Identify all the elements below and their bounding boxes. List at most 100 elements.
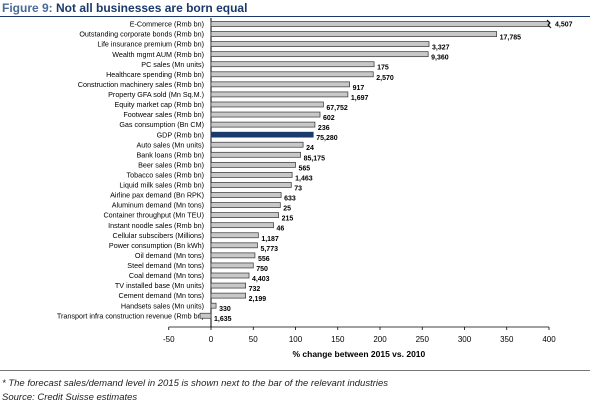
data-label: 24 — [306, 145, 314, 152]
bar — [210, 222, 274, 229]
data-label: 1,697 — [351, 95, 369, 102]
data-label: 9,360 — [431, 55, 449, 62]
bar — [210, 61, 375, 68]
data-label: 602 — [323, 115, 335, 122]
x-tick-label: 100 — [289, 335, 303, 344]
x-axis-label: % change between 2015 vs. 2010 — [292, 349, 425, 359]
data-label: 2,570 — [376, 75, 394, 82]
bar — [210, 282, 246, 289]
footer-rule — [0, 370, 590, 371]
bar-highlight — [210, 131, 314, 138]
category-label: Beer sales (Rmb bn) — [138, 160, 204, 169]
x-tick-label: 150 — [331, 335, 345, 344]
x-tick-label: 300 — [458, 335, 472, 344]
category-label: Instant noodle sales (Rmb bn) — [108, 221, 204, 230]
x-tick-label: 50 — [249, 335, 258, 344]
category-label: Liquid milk sales (Rmb bn) — [119, 181, 204, 190]
data-label: 917 — [353, 85, 365, 92]
category-label: Coal demand (Mn tons) — [129, 271, 204, 280]
footnote: * The forecast sales/demand level in 201… — [2, 378, 389, 389]
data-label: 236 — [318, 125, 330, 132]
data-label: 1,635 — [214, 316, 232, 323]
category-label: Transport infra construction revenue (Rm… — [57, 311, 204, 320]
category-label: Outstanding corporate bonds (Rmb bn) — [79, 30, 204, 39]
bar — [210, 252, 256, 259]
category-label: Construction machinery sales (Rmb bn) — [78, 80, 204, 89]
category-label: Equity market cap (Rmb bn) — [115, 100, 204, 109]
data-label: 633 — [284, 196, 296, 203]
x-tick-label: 350 — [500, 335, 514, 344]
data-label: 3,327 — [432, 45, 450, 52]
category-label: Cement demand (Mn tons) — [119, 291, 205, 300]
data-label: 5,773 — [260, 246, 278, 253]
axis-break-mark — [546, 19, 552, 29]
category-label: Healthcare spending (Rmb bn) — [106, 70, 204, 79]
bar — [210, 272, 250, 279]
data-label: 215 — [282, 216, 294, 223]
category-label: Container throughput (Mn TEU) — [103, 211, 204, 220]
category-label: Tobacco sales (Rmb bn) — [127, 171, 205, 180]
data-label: 73 — [294, 185, 302, 192]
bar — [210, 302, 217, 309]
bar — [210, 172, 293, 178]
x-tick-label: 250 — [416, 335, 430, 344]
data-label: 67,752 — [326, 105, 348, 112]
data-label: 25 — [283, 206, 291, 213]
data-label: 565 — [299, 165, 311, 172]
bar — [210, 31, 497, 37]
x-tick-label: 0 — [209, 335, 214, 344]
data-label: 4,507 — [555, 22, 573, 29]
bar — [199, 312, 212, 319]
bar — [210, 212, 279, 218]
category-label: Life insurance premium (Rmb bn) — [97, 40, 204, 49]
data-label: 1,463 — [295, 175, 313, 182]
category-label: Power consumption (Bn kWh) — [109, 241, 204, 250]
category-label: Auto sales (Mn units) — [136, 140, 204, 149]
bar — [210, 161, 296, 168]
data-label: 85,175 — [304, 155, 326, 162]
data-label: 75,280 — [316, 135, 338, 142]
data-label: 17,785 — [500, 35, 522, 42]
category-label: Wealth mgmt AUM (Rmb bn) — [112, 50, 204, 59]
bar — [210, 41, 430, 47]
data-label: 4,403 — [252, 276, 270, 283]
x-tick-label: -50 — [163, 335, 175, 344]
bar — [210, 121, 316, 128]
bar — [210, 111, 321, 118]
bar — [210, 182, 292, 188]
bar — [210, 262, 254, 269]
header-rule — [0, 16, 590, 17]
category-label: GDP (Rmb bn) — [157, 130, 204, 139]
bar — [210, 71, 374, 78]
data-label: 732 — [249, 286, 261, 293]
source-note: Source: Credit Suisse estimates — [2, 392, 138, 403]
category-label: Handsets sales (Mn units) — [121, 301, 204, 310]
bar — [210, 242, 258, 249]
category-label: Bank loans (Rmb bn) — [136, 150, 204, 159]
category-label: Oil demand (Mn tons) — [135, 251, 204, 260]
bar — [210, 51, 429, 58]
x-tick-label: 400 — [542, 335, 556, 344]
data-label: 330 — [219, 306, 231, 313]
data-label: 750 — [256, 266, 268, 273]
category-label: E-Commerce (Rmb bn) — [130, 20, 204, 29]
figure-title: Figure 9: Not all businesses are born eq… — [2, 1, 247, 15]
figure-header: Figure 9: Not all businesses are born eq… — [0, 0, 590, 18]
bar — [210, 292, 246, 299]
data-label: 556 — [258, 256, 270, 263]
category-label: Cellular subscibers (Millions) — [113, 231, 204, 240]
figure-title-text: Not all businesses are born equal — [56, 1, 248, 15]
bar — [210, 91, 349, 98]
category-label: Footwear sales (Rmb bn) — [123, 110, 204, 119]
bar — [210, 202, 281, 208]
data-label: 1,187 — [261, 236, 279, 243]
data-label: 46 — [277, 226, 285, 233]
data-label: 175 — [377, 65, 389, 72]
bar — [210, 101, 324, 108]
data-label: 2,199 — [249, 296, 267, 303]
category-label: Airline pax demand (Bn RPK) — [110, 191, 204, 200]
x-tick-label: 200 — [373, 335, 387, 344]
category-label: PC sales (Mn units) — [141, 60, 204, 69]
bar — [210, 151, 301, 158]
